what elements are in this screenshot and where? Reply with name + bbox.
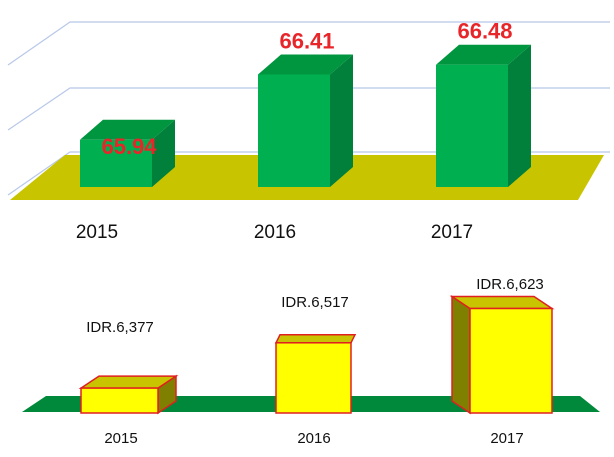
chart-2-bar-2017: [449, 295, 555, 415]
chart-1-bar-2016: [258, 54, 353, 187]
chart-2-tick-label: 2017: [490, 430, 523, 447]
chart-1-tick-label: 2017: [431, 222, 473, 243]
chart-1-value-label: 66.41: [279, 28, 334, 53]
chart-2-bar-2015: [78, 374, 179, 415]
chart-2-yellow-bars: IDR.6,377 IDR.6,517 IDR.6,623 2015 2016 2017: [22, 276, 600, 447]
chart-1-tick-label: 2015: [76, 222, 118, 243]
chart-2-bar-2016: [274, 334, 357, 414]
chart-1-tick-label: 2016: [254, 222, 296, 243]
chart-1-gridline: [7, 21, 610, 66]
chart-2-value-label: IDR.6,623: [476, 276, 544, 293]
chart-1-green-bars: 65.94 66.41 66.48 2015 2016 2017: [7, 19, 610, 243]
chart-1-bar-2015: [80, 119, 175, 187]
chart-2-value-label: IDR.6,517: [281, 294, 349, 311]
chart-1-grid: [7, 21, 610, 196]
chart-1-value-label: 65.94: [101, 134, 157, 159]
chart-2-tick-label: 2016: [297, 430, 330, 447]
chart-1-gridline: [7, 151, 610, 196]
chart-1-bar-2017: [436, 44, 531, 187]
chart-1-gridline: [7, 87, 610, 131]
chart-2-tick-label: 2015: [104, 430, 137, 447]
chart-1-value-label: 66.48: [457, 19, 512, 44]
chart-2-value-label: IDR.6,377: [86, 319, 154, 336]
